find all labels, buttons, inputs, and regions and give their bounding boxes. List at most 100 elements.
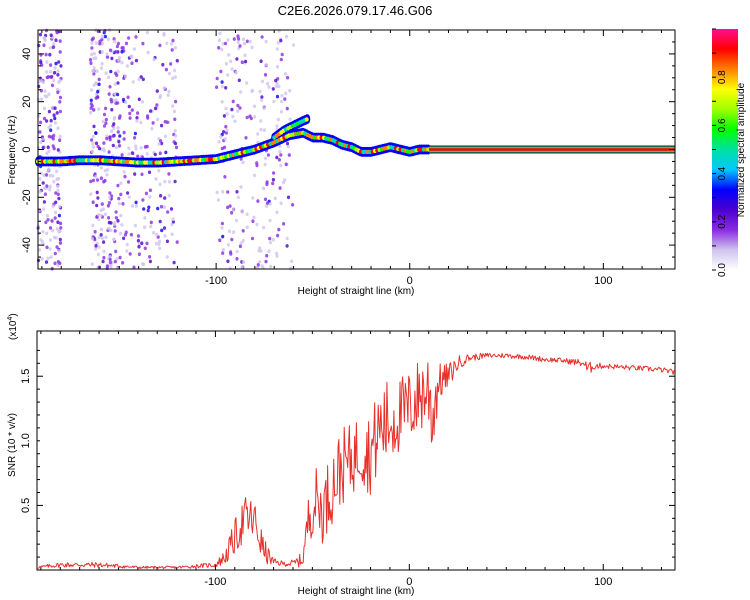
noise-speckle (56, 263, 60, 268)
noise-speckle (117, 144, 122, 148)
noise-speckle (137, 97, 141, 102)
noise-speckle (291, 203, 295, 207)
noise-speckle (92, 56, 96, 61)
noise-speckle (134, 147, 138, 151)
noise-speckle (56, 188, 60, 193)
noise-speckle (223, 175, 227, 179)
noise-speckle (94, 174, 98, 179)
noise-speckle (215, 190, 219, 195)
noise-speckle (153, 152, 157, 157)
noise-speckle (235, 257, 239, 261)
noise-speckle (94, 141, 99, 146)
noise-speckle (156, 117, 160, 122)
noise-speckle (99, 176, 103, 180)
noise-speckle (112, 237, 116, 242)
noise-speckle (256, 199, 260, 203)
noise-speckle (161, 62, 165, 67)
noise-speckle (265, 253, 269, 258)
noise-speckle (264, 259, 268, 264)
spectrogram-ylabel: Frequency (Hz) (7, 116, 18, 185)
noise-speckle (159, 204, 164, 209)
noise-speckle (109, 228, 113, 233)
noise-speckle (145, 152, 149, 156)
noise-speckle (159, 139, 163, 143)
noise-speckle (49, 33, 53, 37)
noise-speckle (112, 37, 116, 41)
noise-speckle (158, 94, 162, 98)
noise-speckle (42, 173, 46, 177)
noise-speckle (148, 254, 152, 259)
noise-speckle (263, 162, 267, 167)
noise-speckle (41, 145, 45, 150)
noise-speckle (125, 242, 129, 247)
spectrogram-ytick-label: -20 (21, 189, 33, 205)
noise-speckle (140, 172, 144, 177)
noise-speckle (99, 233, 103, 237)
noise-speckle (245, 39, 249, 44)
noise-speckle (224, 61, 228, 66)
noise-speckle (220, 226, 224, 230)
noise-speckle (133, 172, 137, 176)
noise-speckle (124, 41, 129, 46)
noise-speckle (112, 122, 116, 126)
noise-speckle (283, 97, 287, 101)
noise-speckle (45, 119, 49, 123)
noise-speckle (155, 103, 159, 107)
noise-speckle (53, 116, 57, 121)
noise-speckle (58, 134, 62, 139)
noise-speckle (45, 60, 49, 64)
noise-speckle (108, 48, 113, 53)
noise-speckle (277, 84, 281, 89)
noise-speckle (141, 198, 145, 202)
noise-speckle (94, 96, 98, 100)
noise-speckle (114, 249, 118, 254)
snr-series-line (36, 352, 676, 570)
noise-speckle (58, 50, 62, 54)
noise-speckle (268, 236, 272, 241)
noise-speckle (101, 207, 105, 211)
noise-speckle (173, 129, 177, 133)
noise-speckle (43, 89, 47, 93)
noise-speckle (125, 249, 129, 253)
noise-speckle (121, 261, 125, 265)
noise-speckle (50, 74, 54, 79)
svg-text:(x104): (x104) (7, 313, 19, 340)
noise-speckle (137, 77, 141, 82)
noise-speckle (52, 235, 57, 240)
noise-speckle (245, 212, 249, 217)
noise-speckle (57, 248, 61, 253)
noise-speckle (58, 100, 62, 104)
noise-speckle (117, 116, 122, 120)
noise-speckle (100, 202, 104, 206)
noise-speckle (55, 87, 60, 92)
noise-speckle (260, 98, 264, 102)
noise-speckle (272, 171, 276, 175)
noise-speckle (53, 106, 57, 110)
noise-speckle (91, 145, 95, 149)
noise-speckle (220, 80, 224, 84)
noise-speckle (101, 119, 105, 124)
noise-speckle (111, 143, 115, 148)
noise-speckle (53, 251, 57, 256)
noise-speckle (43, 38, 47, 43)
colorbar-ticks (712, 28, 716, 271)
noise-speckle (251, 196, 255, 200)
noise-speckle (48, 123, 53, 128)
noise-speckle (262, 225, 266, 230)
noise-speckle (102, 112, 107, 117)
noise-speckle (118, 134, 122, 138)
noise-speckle (141, 41, 145, 46)
noise-speckle (284, 91, 288, 96)
noise-speckle (48, 187, 52, 192)
noise-speckle (56, 69, 60, 73)
noise-speckle (53, 121, 58, 125)
noise-speckle (266, 81, 270, 86)
noise-speckle (253, 115, 257, 119)
noise-speckle (90, 262, 94, 266)
noise-speckle (171, 104, 175, 108)
noise-speckle (96, 144, 100, 149)
noise-speckle (227, 229, 232, 233)
noise-speckle (157, 142, 161, 146)
snr-ytick-label: 1.0 (20, 433, 32, 448)
noise-speckle (272, 99, 276, 104)
